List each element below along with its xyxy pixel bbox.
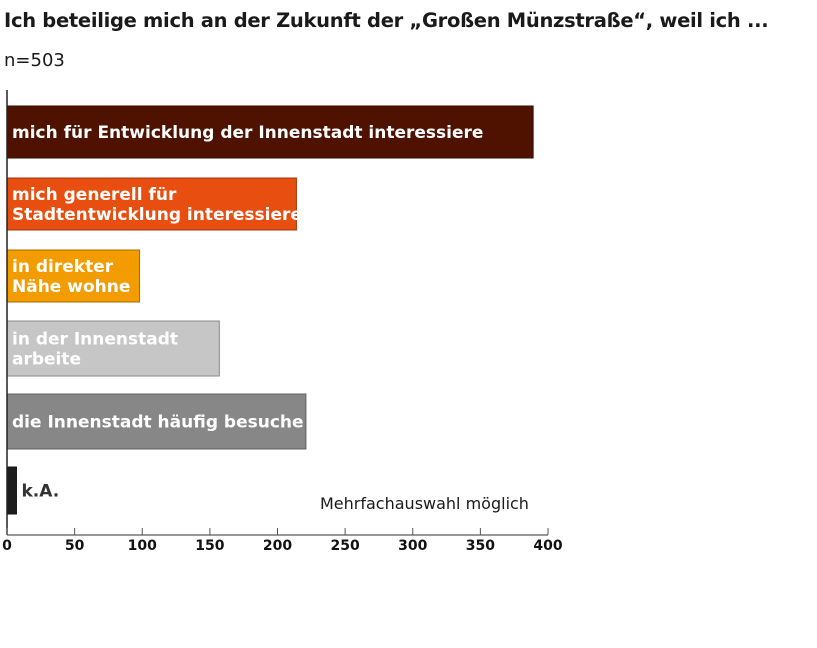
x-tick-label: 0: [2, 538, 12, 554]
bar-label: in direkter: [12, 257, 114, 277]
x-tick-label: 50: [65, 538, 85, 554]
bar-label: Stadtentwicklung interessiere: [12, 205, 302, 225]
x-tick-label: 350: [466, 538, 495, 554]
bar-label: die Innenstadt häufig besuche: [12, 413, 304, 433]
multiple-choice-note: Mehrfachauswahl möglich: [320, 494, 529, 513]
chart-title: Ich beteilige mich an der Zukunft der „G…: [4, 9, 769, 32]
sample-size: n=503: [4, 50, 65, 71]
bar: [6, 320, 220, 377]
bar: [6, 105, 534, 159]
x-tick-label: 250: [331, 538, 360, 554]
bar-label: mich generell für: [12, 185, 177, 205]
x-tick-label: 300: [398, 538, 427, 554]
bar: [6, 466, 17, 515]
x-tick-label: 200: [263, 538, 292, 554]
bar: [6, 393, 307, 450]
bar-label: in der Innenstadt: [12, 330, 178, 350]
x-tick-label: 100: [128, 538, 157, 554]
bar-label: Nähe wohne: [12, 277, 130, 297]
bar-label: mich für Entwicklung der Innenstadt inte…: [12, 123, 483, 143]
x-tick-label: 400: [533, 538, 562, 554]
x-tick-label: 150: [195, 538, 224, 554]
bar: [6, 249, 141, 303]
bar-label: arbeite: [12, 350, 81, 370]
bar-label: k.A.: [21, 482, 59, 502]
